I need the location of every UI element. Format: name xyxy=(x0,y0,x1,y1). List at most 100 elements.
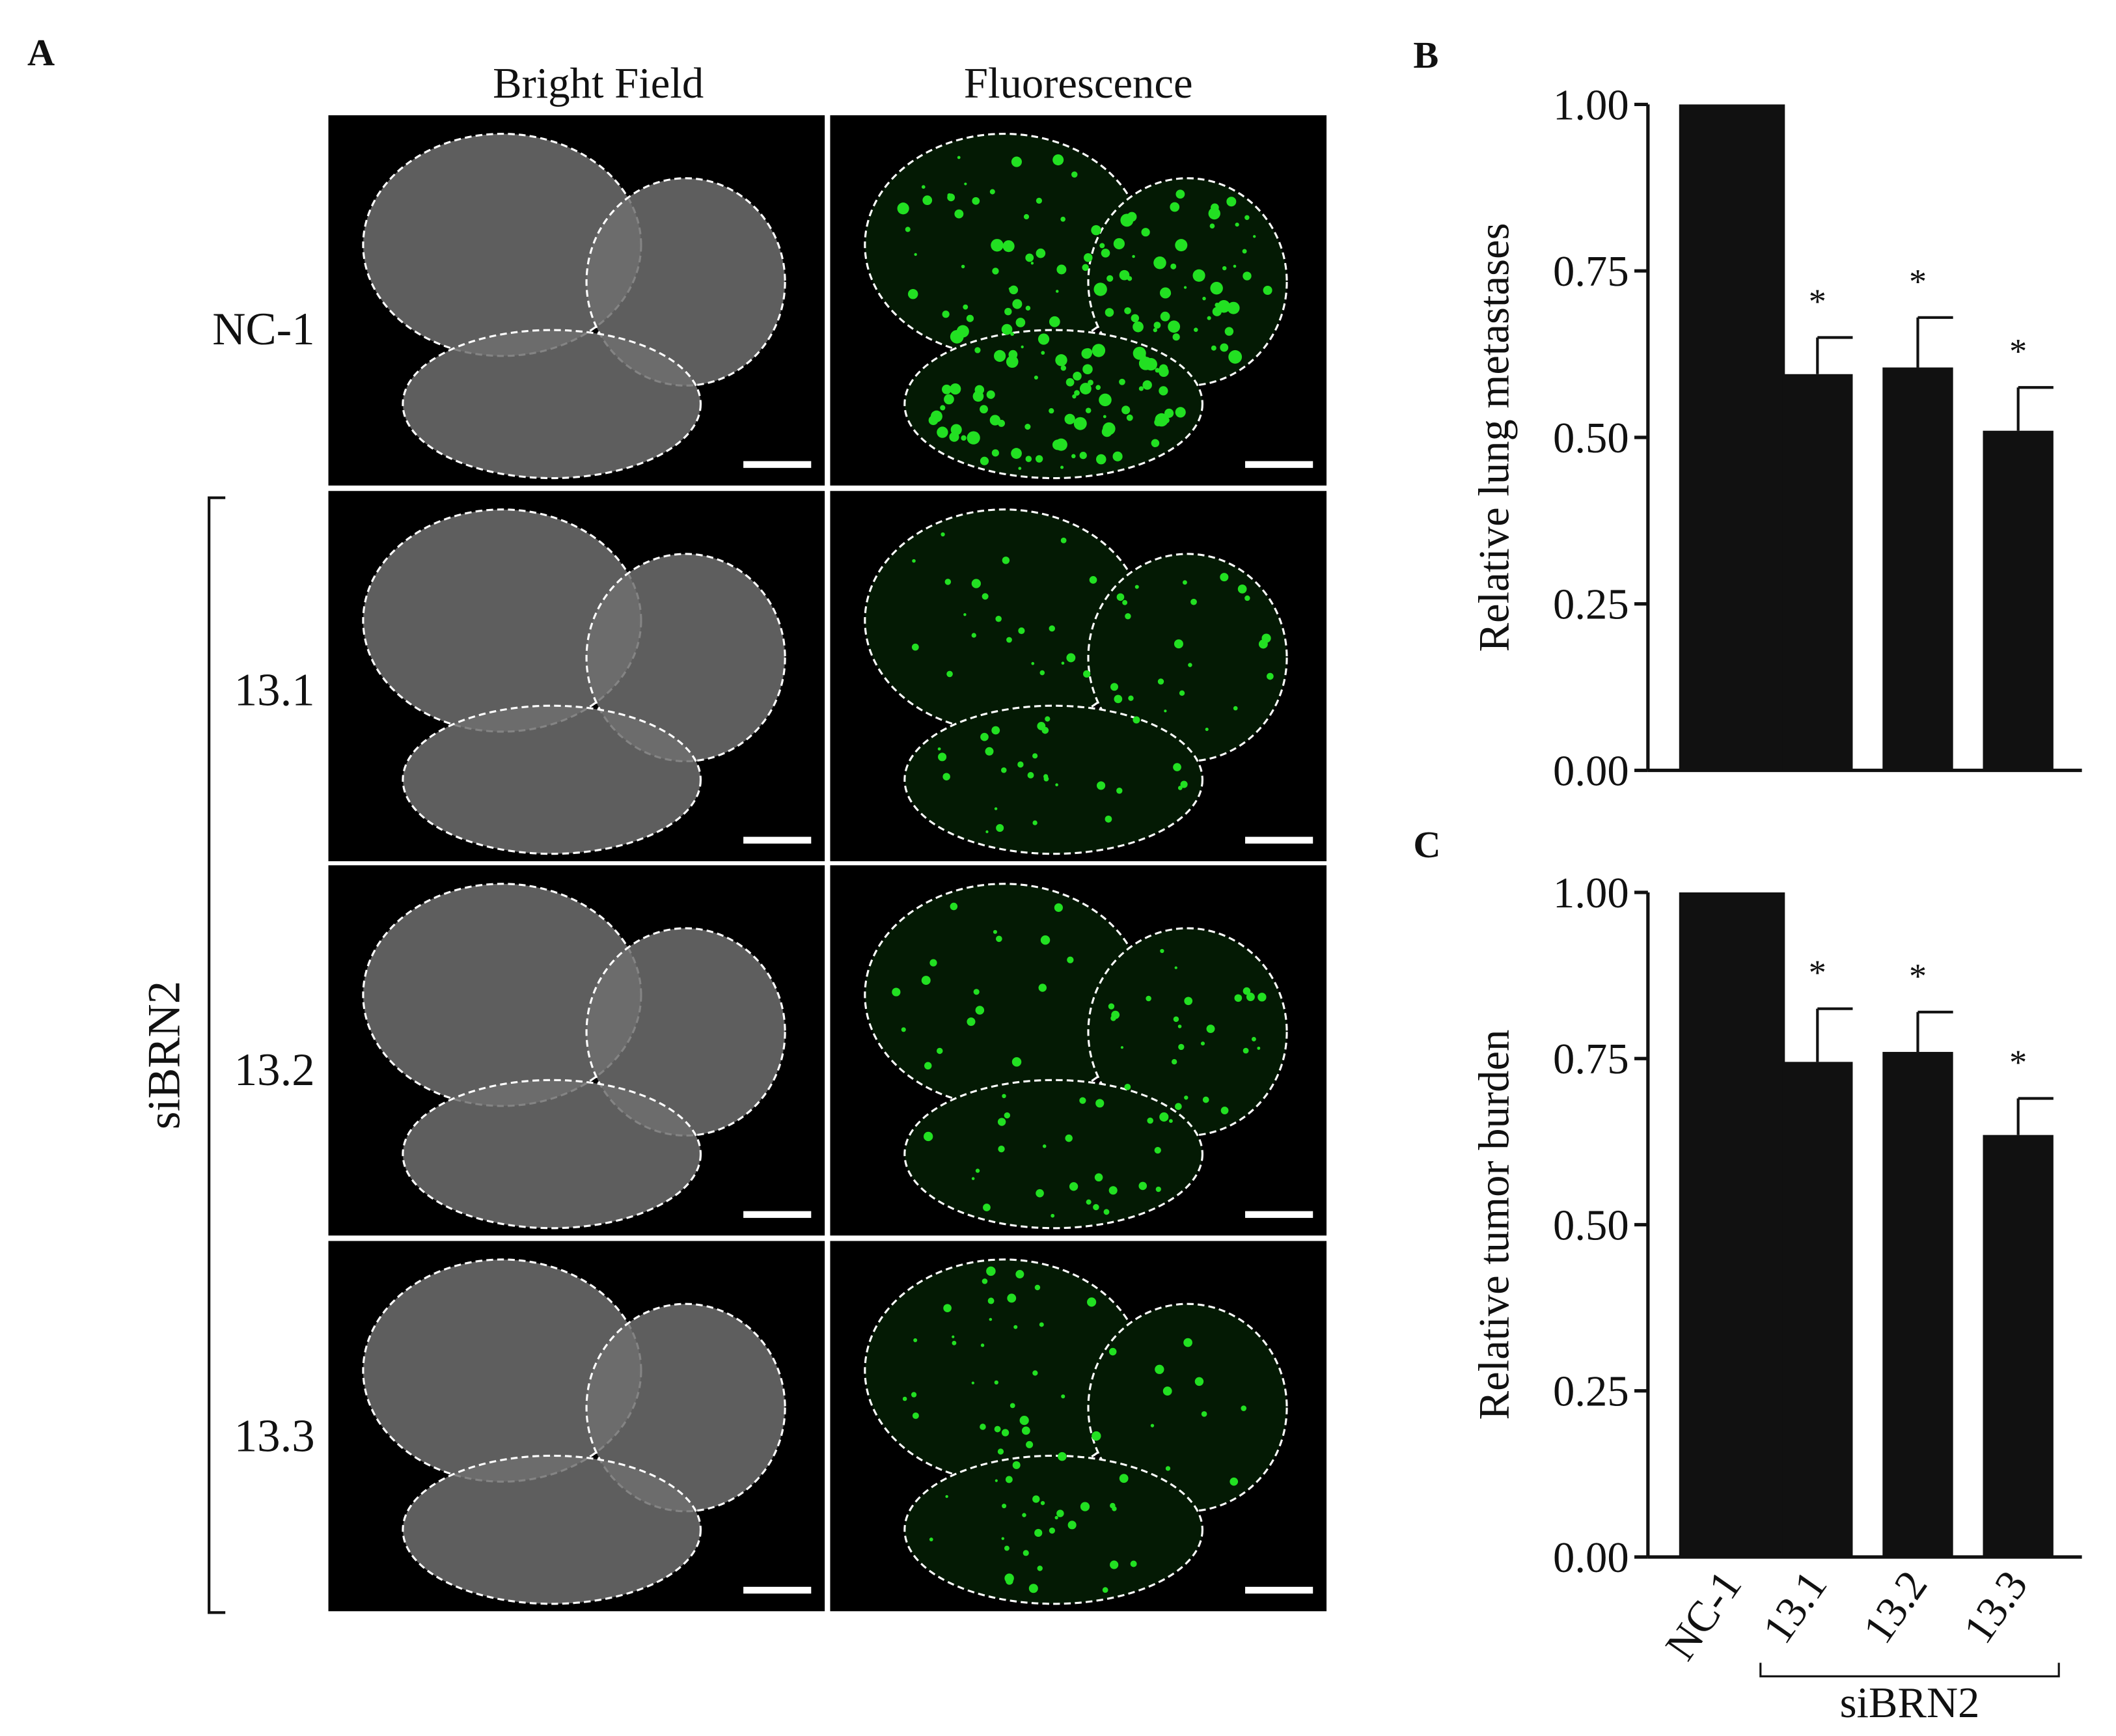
fluorescent-spot xyxy=(1164,408,1174,418)
fluorescent-spot xyxy=(1008,287,1012,290)
fluorescent-spot xyxy=(914,253,917,256)
fluorescent-spot xyxy=(1222,266,1227,271)
fluorescent-spot xyxy=(1162,1386,1172,1396)
fluorescent-spot xyxy=(1054,438,1067,451)
fluorescent-spot xyxy=(1002,1094,1006,1099)
fluorescent-spot xyxy=(912,558,916,563)
fluorescent-spot xyxy=(1034,1284,1041,1291)
fluorescent-spot xyxy=(1032,820,1037,825)
fluorescent-spot xyxy=(1056,1509,1064,1517)
fluorescent-spot xyxy=(1179,690,1185,696)
fluorescent-spot xyxy=(1209,223,1215,229)
fluorescent-spot xyxy=(954,209,964,219)
fluorescent-spot xyxy=(1175,239,1188,252)
fluorescent-spot xyxy=(1058,1452,1067,1461)
fluorescent-spot xyxy=(1119,378,1125,385)
fluorescent-spot xyxy=(1012,1461,1021,1469)
fluorescent-spot xyxy=(1103,1209,1110,1215)
fluorescent-spot xyxy=(1101,248,1110,258)
significance-mark: * xyxy=(1809,282,1826,321)
x-tick-label: 13.1 xyxy=(1754,1562,1837,1651)
fluorescent-spot xyxy=(1138,1181,1147,1191)
fluorescent-spot xyxy=(961,264,965,269)
fluorescent-spot xyxy=(1082,264,1089,271)
fluorescent-spot xyxy=(1021,345,1024,349)
fluorescent-spot xyxy=(975,1168,980,1173)
scale-bar xyxy=(743,1586,812,1594)
fluorescent-spot xyxy=(1027,772,1034,778)
row-label: 13.1 xyxy=(234,665,315,715)
fluorescent-spot xyxy=(997,1448,1004,1455)
micrographs xyxy=(328,115,1327,1612)
fluorescent-spot xyxy=(1146,995,1151,1002)
fluorescent-spot xyxy=(1206,1025,1215,1033)
fluorescent-spot xyxy=(1105,308,1114,317)
scale-bar xyxy=(1245,1211,1313,1219)
fluorescent-spot xyxy=(956,325,969,338)
fluorescent-spot xyxy=(985,747,994,756)
row-label: 13.3 xyxy=(234,1411,315,1461)
lobe-outline xyxy=(402,1454,702,1605)
fluorescent-spot xyxy=(1101,426,1112,437)
lung-lobe xyxy=(864,883,1143,1107)
fluorescent-spot xyxy=(1071,171,1078,178)
fluorescent-spot xyxy=(1015,1270,1024,1279)
fluorescent-spot xyxy=(1095,454,1106,465)
fluorescent-spot xyxy=(1159,366,1169,378)
lung-lobe xyxy=(363,509,641,732)
y-tick-label: 0.50 xyxy=(1553,1202,1629,1249)
lobe-outline xyxy=(1087,927,1288,1137)
fluorescent-spot xyxy=(989,189,995,195)
fluorescent-spot xyxy=(1112,451,1123,462)
fluorescent-spot xyxy=(963,613,967,616)
fluorescent-spot xyxy=(1155,1186,1161,1192)
fluorescent-spot xyxy=(1153,328,1157,333)
fluorescent-spot xyxy=(1037,722,1046,730)
lung-lobe xyxy=(586,1304,786,1511)
fluorescent-spot xyxy=(997,1118,1006,1126)
y-tick-label: 0.00 xyxy=(1553,747,1629,795)
fluorescent-spot xyxy=(1066,653,1076,663)
panel-label: A xyxy=(27,31,55,74)
fluorescent-spot xyxy=(1005,1476,1013,1483)
lung-lobe xyxy=(864,1259,1143,1482)
fluorescent-spot xyxy=(1173,1016,1179,1023)
lobe-outline xyxy=(1087,553,1288,763)
fluorescent-spot xyxy=(1099,243,1105,249)
fluorescent-spot xyxy=(995,615,1002,622)
fluorescent-spot xyxy=(989,1317,993,1321)
fluorescent-spot xyxy=(1022,1513,1026,1517)
lobe-outline xyxy=(402,704,702,855)
fluorescent-spot xyxy=(1224,327,1234,336)
lobe-outline xyxy=(402,329,702,480)
lung-lobe xyxy=(586,928,786,1136)
fluorescent-spot xyxy=(1013,1325,1018,1329)
fluorescent-spot xyxy=(1110,683,1118,691)
fluorescent-spot xyxy=(1025,305,1031,311)
fluorescent-spot xyxy=(937,1047,943,1054)
lobe-outline xyxy=(903,704,1203,855)
fluorescent-spot xyxy=(1108,1347,1117,1356)
y-tick-label: 1.00 xyxy=(1553,81,1629,129)
fluorescent-spot xyxy=(1060,465,1064,469)
fluorescent-spot xyxy=(1184,997,1193,1006)
row-label: NC-1 xyxy=(212,304,314,355)
fluorescent-spot xyxy=(901,1027,906,1032)
fluorescent-spot xyxy=(1034,375,1038,380)
fluorescent-spot xyxy=(1061,1394,1065,1399)
x-tick-label: 13.3 xyxy=(1955,1562,2037,1651)
fluorescent-spot xyxy=(1126,414,1133,421)
fluorescent-spot xyxy=(1159,386,1168,396)
fluorescent-spot xyxy=(1054,903,1063,912)
fluorescent-spot xyxy=(1007,1293,1017,1303)
fluorescent-spot xyxy=(1202,1096,1209,1103)
fluorescent-spot xyxy=(991,726,1000,735)
fluorescent-spot xyxy=(1217,299,1231,313)
fluorescent-spot xyxy=(1093,282,1107,296)
fluorescent-spot xyxy=(1060,216,1066,222)
fluorescent-spot xyxy=(897,202,909,215)
fluorescent-spot xyxy=(1061,661,1065,665)
fluorescent-spot xyxy=(1267,672,1274,680)
fluorescent-spot xyxy=(1119,269,1130,281)
fluorescent-spot xyxy=(973,989,980,995)
